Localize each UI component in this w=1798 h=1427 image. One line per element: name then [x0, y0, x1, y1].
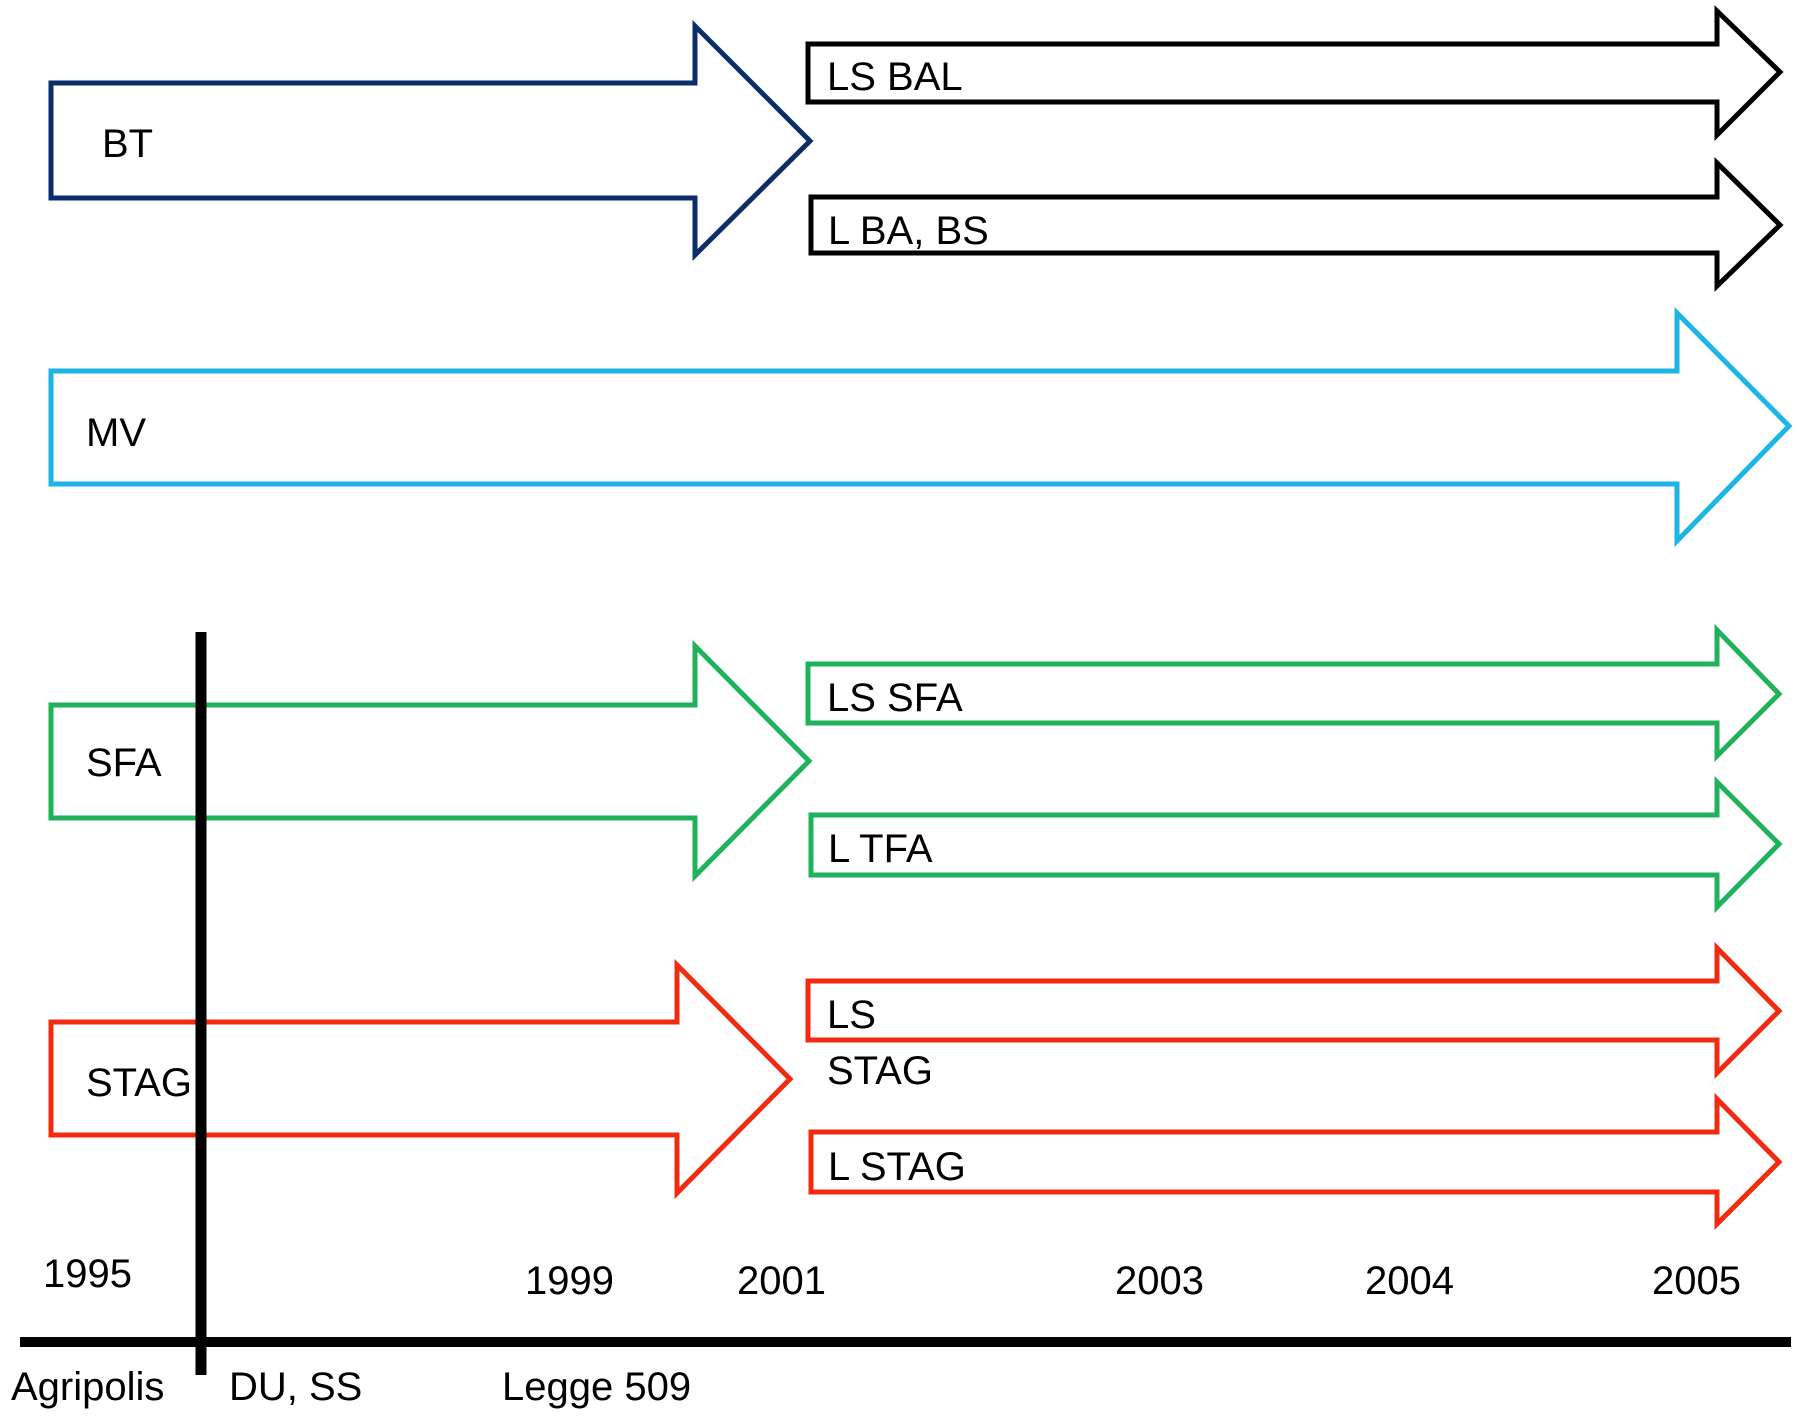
- mv-arrow: [48, 306, 1793, 548]
- bt-arrow: [48, 19, 814, 261]
- bt-label: BT: [102, 122, 153, 166]
- year-2005: 2005: [1652, 1259, 1741, 1303]
- mv-label: MV: [86, 411, 146, 455]
- ls-sfa-label: LS SFA: [827, 676, 963, 720]
- l-tfa-label: L TFA: [828, 827, 933, 871]
- ls-stag-label-line2: STAG: [827, 1049, 933, 1093]
- sfa-label: SFA: [86, 741, 162, 785]
- event-agripolis: Agripolis: [11, 1365, 164, 1409]
- ls-bal-arrow: [805, 5, 1784, 142]
- l-stag-arrow: [808, 1092, 1783, 1231]
- year-1995: 1995: [43, 1252, 132, 1296]
- sfa-arrow: [48, 639, 813, 883]
- ls-bal-label: LS BAL: [827, 55, 963, 99]
- l-tfa-arrow: [808, 775, 1783, 914]
- ls-sfa-arrow: [805, 623, 1783, 763]
- ls-stag-arrow: [805, 941, 1783, 1080]
- l-ba-bs-label: L BA, BS: [828, 209, 989, 253]
- year-1999: 1999: [525, 1259, 614, 1303]
- stag-label: STAG: [86, 1061, 192, 1105]
- year-2004: 2004: [1365, 1259, 1454, 1303]
- year-2001: 2001: [737, 1259, 826, 1303]
- event-legge-509: Legge 509: [502, 1365, 691, 1409]
- event-du-ss: DU, SS: [229, 1365, 362, 1409]
- year-2003: 2003: [1115, 1259, 1204, 1303]
- l-ba-bs-arrow: [808, 157, 1784, 292]
- l-stag-label: L STAG: [828, 1145, 966, 1189]
- ls-stag-label-line1: LS: [827, 993, 876, 1037]
- stag-arrow: [48, 958, 794, 1200]
